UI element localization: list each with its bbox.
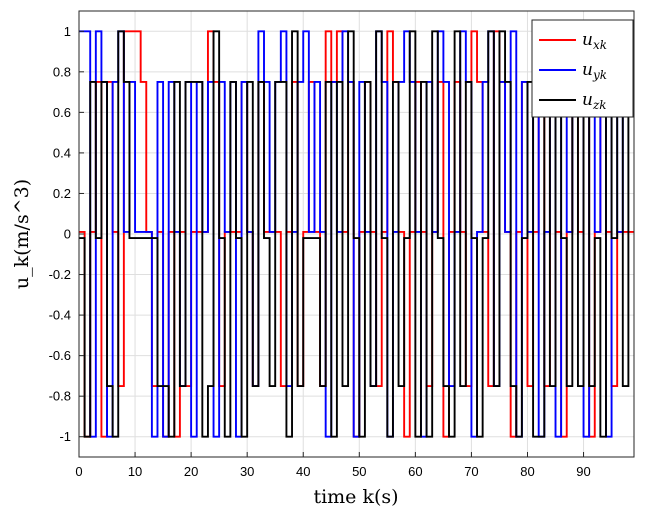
x-tick-label: 40 [296,464,310,479]
y-tick-label: 0.2 [53,186,71,201]
legend-label-xk: uxk [582,30,607,52]
y-tick-label: -0.4 [49,308,71,323]
x-tick-label: 80 [520,464,534,479]
legend: uxk uyk uzk [531,19,634,118]
y-tick-label: 0 [64,227,71,242]
x-tick-label: 20 [184,464,198,479]
x-tick-label: 0 [75,464,82,479]
x-tick-label: 10 [128,464,142,479]
y-tick-label: 0.4 [53,145,71,160]
ticks [78,30,585,457]
x-tick-label: 60 [408,464,422,479]
legend-label-yk: uyk [582,60,607,82]
y-tick-label: -1 [59,429,71,444]
legend-label-zk: uzk [582,90,607,112]
y-tick-label: 0.8 [53,64,71,79]
x-axis-label: time k(s) [313,486,398,508]
x-tick-label: 70 [464,464,478,479]
y-tick-label: -0.2 [49,267,71,282]
y-axis-label: u_k(m/s^3) [11,179,33,289]
tick-labels: 0 10 20 30 40 50 60 70 80 90 -1 -0.8 -0.6 -0.4 -0.2 0 0.… [49,24,591,479]
y-tick-label: 0.6 [53,105,71,120]
y-tick-label: -0.6 [49,348,71,363]
y-tick-label: -0.8 [49,389,71,404]
y-tick-label: 1 [64,24,71,39]
x-tick-label: 30 [240,464,254,479]
x-tick-label: 50 [352,464,366,479]
x-tick-label: 90 [576,464,590,479]
